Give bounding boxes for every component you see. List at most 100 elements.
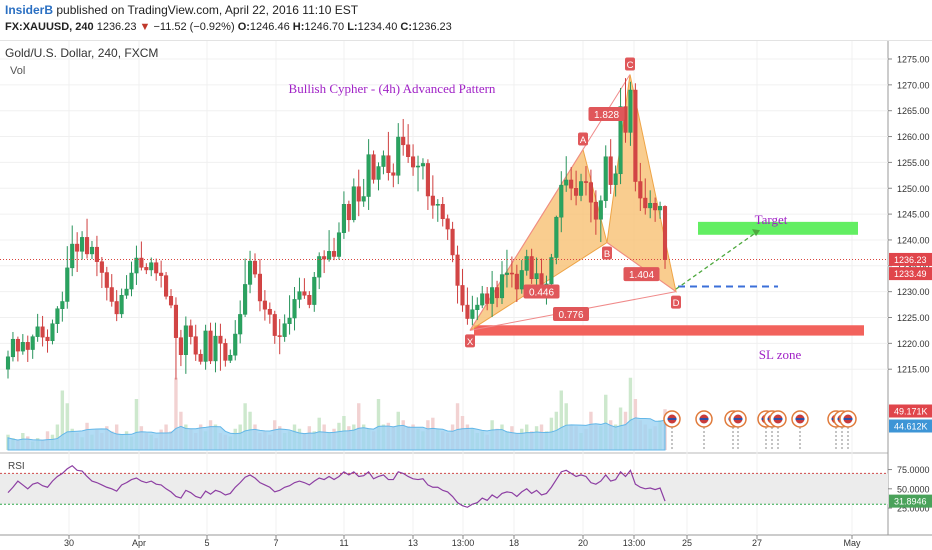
ratio-label-box bbox=[623, 267, 660, 282]
candle-body bbox=[228, 354, 233, 361]
sl-zone[interactable] bbox=[474, 325, 864, 336]
candle-body bbox=[648, 202, 653, 209]
x-tick-label: 20 bbox=[578, 538, 588, 548]
event-flag-stripe bbox=[699, 418, 709, 420]
point-label-box bbox=[578, 132, 588, 146]
volume-bar bbox=[604, 394, 608, 450]
candle-body bbox=[124, 288, 129, 296]
ratio-label: 1.828 bbox=[594, 110, 619, 121]
candle-body bbox=[445, 218, 450, 230]
candle-body bbox=[490, 287, 495, 304]
candle-body bbox=[287, 317, 292, 324]
low-value: 1234.40 bbox=[357, 21, 398, 33]
legend-title: Gold/U.S. Dollar, 240, FXCM bbox=[5, 46, 158, 60]
published-text: published on TradingView.com, April 22, … bbox=[56, 3, 359, 17]
candle-body bbox=[257, 273, 262, 302]
candle-body bbox=[554, 216, 559, 258]
candle-body bbox=[84, 237, 90, 255]
symbol-label: FX:XAUUSD, 240 bbox=[5, 21, 94, 33]
ratio-label: 0.446 bbox=[529, 287, 554, 298]
candle-body bbox=[415, 165, 421, 168]
candle-body bbox=[89, 246, 95, 255]
candle-body bbox=[109, 287, 114, 302]
rsi-tick-label: 25.0000 bbox=[897, 504, 930, 514]
candle-body bbox=[198, 353, 203, 362]
volume-bar bbox=[134, 399, 139, 450]
candle-body bbox=[45, 336, 50, 342]
candle-body bbox=[50, 323, 55, 342]
volume-bar bbox=[55, 424, 60, 450]
candle-body bbox=[70, 243, 75, 269]
candle-body bbox=[356, 186, 361, 202]
price-tag: 44.612K bbox=[894, 422, 928, 432]
candle-body bbox=[504, 272, 509, 275]
candle-body bbox=[159, 272, 164, 276]
target-zone[interactable] bbox=[698, 221, 858, 235]
y-tick-label: 1240.00 bbox=[897, 235, 930, 245]
event-flag-stripe bbox=[733, 418, 743, 420]
rsi-tick-label: 50.0000 bbox=[897, 484, 930, 494]
point-label-x: X bbox=[467, 337, 474, 348]
target-label: Target bbox=[755, 212, 788, 227]
y-tick-label: 1275.00 bbox=[897, 55, 930, 65]
x-tick-label: Apr bbox=[132, 538, 146, 548]
candle-body bbox=[40, 326, 45, 338]
x-tick-label: 18 bbox=[509, 538, 519, 548]
x-tick-label: 13:00 bbox=[623, 538, 646, 548]
volume-bar bbox=[60, 390, 65, 450]
candle-body bbox=[99, 261, 104, 273]
candle-body bbox=[30, 336, 35, 350]
candle-body bbox=[322, 256, 327, 260]
high-value: 1246.70 bbox=[304, 21, 345, 33]
candle-body bbox=[440, 204, 445, 220]
candle-body bbox=[351, 186, 356, 221]
candle-body bbox=[480, 293, 485, 306]
ratio-label-box bbox=[588, 106, 625, 121]
y-tick-label: 1220.00 bbox=[897, 339, 930, 349]
close-value: 1236.23 bbox=[412, 21, 452, 33]
candle-body bbox=[583, 181, 589, 183]
x-tick-label: May bbox=[843, 538, 861, 548]
candle-body bbox=[149, 262, 154, 271]
x-tick-label: 13:00 bbox=[452, 538, 475, 548]
candle-body bbox=[238, 314, 243, 335]
candle-body bbox=[603, 156, 608, 201]
candle-body bbox=[94, 246, 99, 262]
price-pane bbox=[0, 41, 888, 451]
candle-body bbox=[613, 173, 618, 185]
candle-body bbox=[391, 172, 396, 176]
volume-bar bbox=[243, 403, 247, 450]
event-flag-stripe bbox=[843, 418, 853, 420]
x-tick-label: 5 bbox=[204, 538, 209, 548]
candle-body bbox=[336, 232, 342, 257]
low-label: L: bbox=[347, 21, 358, 33]
candle-body bbox=[267, 308, 272, 315]
candle-body bbox=[564, 179, 569, 186]
price-tags: 1236.23 1233.49 49.171K 44.612K bbox=[889, 252, 932, 433]
ratio-label-box bbox=[523, 284, 560, 299]
candle-body bbox=[218, 335, 223, 344]
projection-line[interactable] bbox=[675, 230, 759, 290]
point-label-box bbox=[625, 57, 635, 71]
candle-body bbox=[361, 196, 366, 202]
author-link[interactable]: InsiderB bbox=[5, 3, 54, 17]
candle-body bbox=[60, 301, 65, 309]
volume-bar bbox=[357, 403, 361, 450]
y-tick-label: 1265.00 bbox=[897, 106, 930, 116]
x-tick-label: 30 bbox=[64, 538, 74, 548]
event-flag-stripe bbox=[667, 418, 677, 420]
economic-events[interactable] bbox=[663, 410, 857, 451]
price-chart[interactable]: RSI X A B C D 0.446 1.828 1.404 0.776 Gold/U.S.… bbox=[0, 41, 932, 550]
candle-body bbox=[327, 251, 332, 260]
volume-bar bbox=[628, 377, 633, 450]
candle-body bbox=[307, 295, 312, 305]
candle-body bbox=[213, 335, 218, 362]
volume-bar bbox=[559, 390, 563, 450]
rsi-last-tag-box bbox=[889, 494, 932, 508]
point-label-box bbox=[465, 334, 475, 348]
candle-body bbox=[203, 330, 208, 362]
ratio-labels: 0.446 1.828 1.404 0.776 bbox=[523, 106, 660, 322]
ratio-label: 1.404 bbox=[629, 270, 654, 281]
point-label-box bbox=[602, 246, 612, 260]
